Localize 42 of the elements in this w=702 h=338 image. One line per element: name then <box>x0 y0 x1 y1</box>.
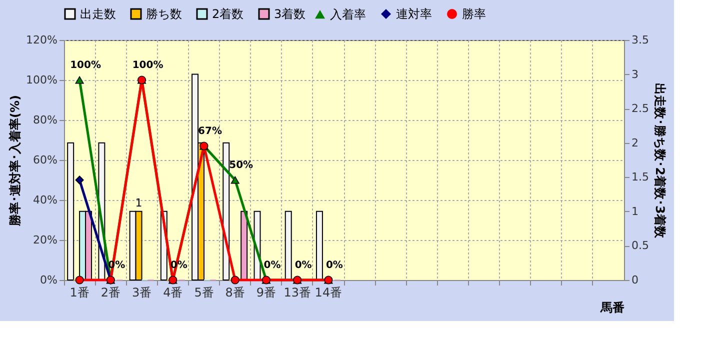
x-tick-label: 2番 <box>100 286 120 300</box>
y-tick-label: 20% <box>33 234 58 246</box>
y-tick-label: 100% <box>26 74 58 86</box>
legend-label: 3着数 <box>274 7 306 21</box>
legend-label: 勝ち数 <box>146 7 182 21</box>
legend-label: 2着数 <box>212 7 244 21</box>
data-label: 67% <box>198 126 222 137</box>
data-label: 0% <box>294 260 312 271</box>
legend-label: 連対率 <box>396 7 432 21</box>
x-tick-label: 9番 <box>256 286 276 300</box>
y2-axis-title: 出走数･勝ち数･2着数･3着数 <box>652 83 667 239</box>
legend-label: 出走数 <box>80 7 116 21</box>
y-axis-title: 勝率･連対率･入着率(%) <box>8 95 22 227</box>
data-label: 100% <box>132 60 164 71</box>
x-tick-label: 8番 <box>225 286 245 300</box>
y2-tick-label: 2 <box>632 136 638 150</box>
y-tick-label: 40% <box>33 194 58 206</box>
y-tick-label: 120% <box>26 34 58 46</box>
legend-label: 勝率 <box>462 7 486 21</box>
y-tick-label: 60% <box>33 154 58 166</box>
x-tick-label: 5番 <box>194 286 214 300</box>
data-label: 0% <box>326 260 343 271</box>
data-label: 0% <box>264 260 281 271</box>
y-tick-label: 80% <box>33 114 58 126</box>
x-tick-label: 1番 <box>70 286 90 300</box>
x-tick-label: 3番 <box>132 286 152 300</box>
x-tick-label: 13番 <box>284 286 311 300</box>
data-label: 50% <box>229 160 254 171</box>
y2-tick-label: 0 <box>632 274 638 286</box>
y2-tick-label: 2.5 <box>632 102 649 116</box>
y2-tick-label: 3.5 <box>632 34 649 46</box>
x-tick-label: 14番 <box>314 286 342 300</box>
y2-tick-label: 1.5 <box>632 170 649 184</box>
data-label: 100% <box>70 60 102 71</box>
x-tick-label: 4番 <box>163 286 183 300</box>
y2-tick-label: 3 <box>632 68 638 81</box>
x-axis-title: 馬番 <box>600 300 624 314</box>
legend-label: 入着率 <box>330 7 366 22</box>
y2-tick-label: 1 <box>632 204 638 218</box>
data-label: 1 <box>135 196 142 210</box>
y-tick-label: 0% <box>40 274 58 286</box>
y2-tick-label: 0.5 <box>632 239 649 252</box>
